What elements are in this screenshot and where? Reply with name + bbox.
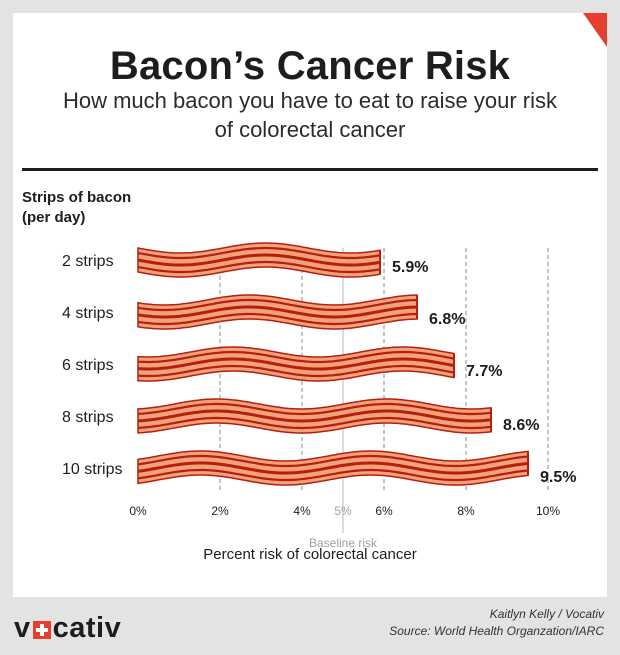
value-label: 5.9% xyxy=(392,259,428,276)
bacon-stripe xyxy=(137,468,529,482)
tick-label: 10% xyxy=(536,504,560,518)
x-axis-label: Percent risk of colorectal cancer xyxy=(203,546,417,563)
bacon-stripe xyxy=(137,357,455,371)
category-label: 2 strips xyxy=(62,253,114,270)
bacon-stripe xyxy=(137,409,492,423)
bacon-stripe xyxy=(137,312,418,326)
brand-cross-icon xyxy=(32,620,51,639)
bacon-stripe xyxy=(137,416,492,430)
title-divider xyxy=(22,168,598,171)
value-label: 8.6% xyxy=(503,417,539,434)
bacon-stripe xyxy=(137,454,529,468)
bacon-stripe xyxy=(137,260,381,274)
bacon-bar-chart: 2 strips 5.9% 4 strips 6.8% 6 strips 7.7% 8 st… xyxy=(62,242,576,550)
corner-flag-icon xyxy=(583,13,607,47)
brand-text-right: cativ xyxy=(52,612,122,644)
value-label: 7.7% xyxy=(466,363,502,380)
bacon-stripe xyxy=(137,350,455,364)
bacon-stripe xyxy=(137,305,418,319)
tick-label: 4% xyxy=(293,504,311,518)
bacon-stripe xyxy=(137,364,455,378)
vocativ-logo: v cativ xyxy=(14,612,121,645)
value-label: 6.8% xyxy=(429,311,465,328)
bacon-stripe xyxy=(137,461,529,475)
bacon-stripe xyxy=(137,253,381,267)
category-label: 10 strips xyxy=(62,461,122,478)
source-credit: Source: World Health Organzation/IARC xyxy=(389,624,604,638)
baseline-tick-label: 5% xyxy=(334,504,352,518)
value-label: 9.5% xyxy=(540,469,576,486)
baseline-label: Baseline risk xyxy=(309,536,378,550)
tick-label: 2% xyxy=(211,504,229,518)
page-subtitle: How much bacon you have to eat to raise … xyxy=(62,88,558,142)
bacon-bar xyxy=(137,398,492,434)
bacon-stripe xyxy=(137,402,492,416)
page-title: Bacon’s Cancer Risk xyxy=(109,44,511,88)
category-label: 4 strips xyxy=(62,305,114,322)
category-axis-title: Strips of bacon (per day) xyxy=(22,189,132,226)
author-credit: Kaitlyn Kelly / Vocativ xyxy=(489,607,604,621)
tick-label: 8% xyxy=(457,504,475,518)
bacon-stripe xyxy=(137,246,381,260)
tick-label: 6% xyxy=(375,504,393,518)
brand-text-left: v xyxy=(14,612,31,644)
bacon-stripe xyxy=(137,298,418,312)
category-label: 6 strips xyxy=(62,357,114,374)
credits: Kaitlyn Kelly / Vocativ Source: World He… xyxy=(389,606,604,640)
category-label: 8 strips xyxy=(62,409,114,426)
tick-label: 0% xyxy=(129,504,147,518)
